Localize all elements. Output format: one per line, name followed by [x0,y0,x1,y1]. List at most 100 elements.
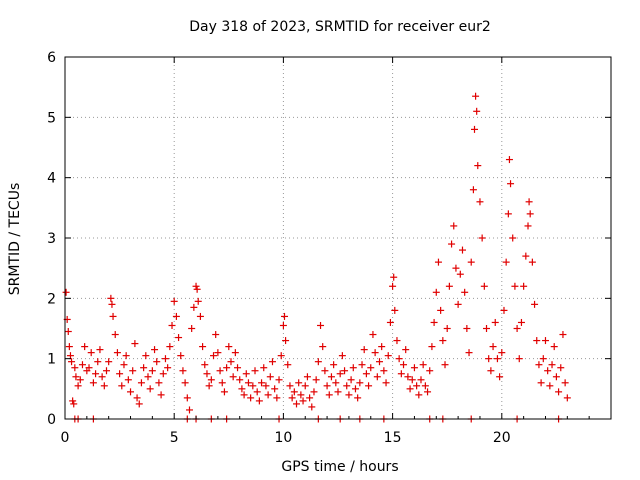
data-point [155,379,163,387]
data-point [321,367,329,375]
x-tick-label: 5 [170,430,179,446]
data-point [393,337,401,345]
y-tick-label: 1 [47,352,56,368]
data-point [78,361,86,369]
data-point [430,318,438,326]
data-point [244,379,252,387]
data-point [432,288,440,296]
data-point [71,364,79,372]
y-axis-label: SRMTID / TECUs [7,183,23,296]
data-point [544,367,552,375]
data-point [338,352,346,360]
data-point [161,355,169,363]
data-point [94,358,102,366]
data-point [561,379,569,387]
data-point [317,321,325,329]
data-point [238,385,246,393]
data-point [277,352,285,360]
data-point [343,382,351,390]
data-point [72,373,80,381]
data-point [303,373,311,381]
data-point [336,370,344,378]
data-point [199,343,207,351]
data-point [546,382,554,390]
y-tick-label: 4 [47,171,56,187]
data-point [491,318,499,326]
data-point [434,258,442,266]
data-point [166,343,174,351]
data-point [203,370,211,378]
data-point [559,331,567,339]
data-points [62,92,571,423]
data-point [157,391,165,399]
data-point [362,370,370,378]
data-point [517,318,525,326]
data-point [480,282,488,290]
x-tick-label: 10 [274,430,292,446]
data-point [469,186,477,194]
data-point [522,252,530,260]
data-point [81,343,89,351]
data-point [240,391,248,399]
data-point [502,258,510,266]
data-point [293,400,301,408]
data-point [437,306,445,314]
data-point [299,397,307,405]
data-point [496,373,504,381]
data-point [159,370,167,378]
data-point [68,358,76,366]
data-point [247,394,255,402]
data-point [148,367,156,375]
data-point [402,346,410,354]
data-point [428,343,436,351]
data-point [255,397,263,405]
data-point [391,306,399,314]
data-point [400,361,408,369]
data-point [408,376,416,384]
data-point [426,367,434,375]
data-point [424,388,432,396]
data-point [295,379,303,387]
data-point [181,379,189,387]
data-point [177,352,185,360]
data-point [288,394,296,402]
data-point [500,306,508,314]
data-point [62,288,70,296]
data-point [319,343,327,351]
x-tick-label: 0 [61,430,70,446]
data-point [216,367,224,375]
data-point [268,358,276,366]
data-point [533,337,541,345]
data-point [65,343,73,351]
data-point [113,349,121,357]
data-point [450,222,458,230]
data-point [168,321,176,329]
data-point [371,349,379,357]
data-point [207,376,215,384]
data-point [410,364,418,372]
data-point [251,367,259,375]
axis-ticks: 0 5 10 15 20 0 1 2 3 4 5 6 [47,50,611,446]
data-point [452,264,460,272]
data-point [314,358,322,366]
grid-lines [65,57,611,419]
data-point [89,379,97,387]
data-point [525,198,533,206]
data-point [92,370,100,378]
data-point [279,321,287,329]
data-point [478,234,486,242]
data-point [351,385,359,393]
data-point [175,334,183,342]
data-point [192,282,200,290]
data-point [116,370,124,378]
data-point [498,349,506,357]
data-point [415,391,423,399]
data-point [515,355,523,363]
data-point [467,258,475,266]
data-point [520,282,528,290]
data-point [100,382,108,390]
data-point [85,364,93,372]
data-point [102,367,110,375]
data-point [253,388,261,396]
data-point [531,300,539,308]
